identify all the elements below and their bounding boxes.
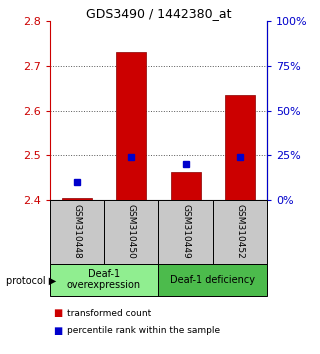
- Bar: [158, 264, 267, 296]
- Text: percentile rank within the sample: percentile rank within the sample: [67, 326, 220, 336]
- Text: protocol ▶: protocol ▶: [6, 276, 57, 286]
- Text: ■: ■: [53, 326, 62, 336]
- Bar: [171, 172, 201, 200]
- Bar: [225, 95, 255, 200]
- Bar: [158, 200, 213, 264]
- Text: GSM310450: GSM310450: [127, 204, 136, 259]
- Bar: [62, 198, 92, 200]
- Text: GSM310452: GSM310452: [236, 205, 244, 259]
- Text: GSM310448: GSM310448: [72, 205, 81, 259]
- Bar: [116, 52, 146, 200]
- Title: GDS3490 / 1442380_at: GDS3490 / 1442380_at: [86, 7, 231, 20]
- Text: transformed count: transformed count: [67, 309, 151, 318]
- Text: GSM310449: GSM310449: [181, 205, 190, 259]
- Bar: [50, 200, 104, 264]
- Bar: [213, 200, 267, 264]
- Bar: [50, 264, 158, 296]
- Text: ■: ■: [53, 308, 62, 318]
- Text: Deaf-1 deficiency: Deaf-1 deficiency: [170, 275, 255, 285]
- Bar: [104, 200, 158, 264]
- Text: Deaf-1
overexpression: Deaf-1 overexpression: [67, 269, 141, 291]
